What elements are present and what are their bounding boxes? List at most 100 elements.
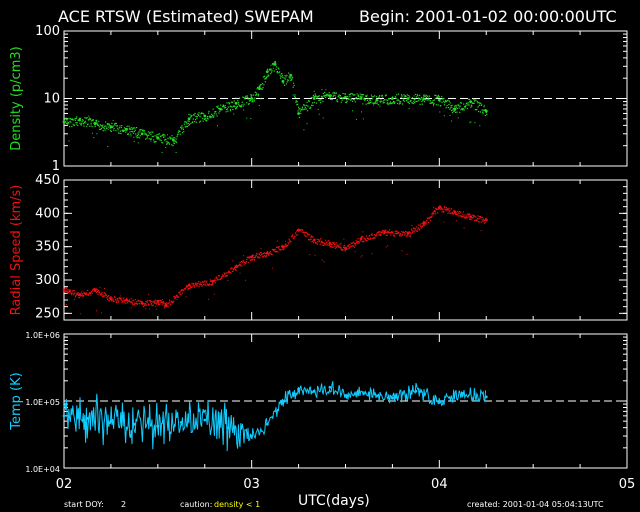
data-dot (410, 228, 413, 230)
data-dot (71, 294, 73, 296)
data-point (383, 230, 386, 234)
data-dot (186, 123, 188, 125)
data-dot (176, 134, 179, 136)
data-dot (183, 131, 185, 133)
data-dot (366, 240, 368, 242)
data-dot (267, 74, 269, 76)
data-dot (407, 101, 409, 103)
data-dot (443, 97, 445, 100)
data-dot (155, 303, 157, 305)
data-dot (334, 246, 336, 248)
data-dot (83, 125, 85, 127)
data-dot (252, 101, 254, 103)
data-dot (189, 123, 191, 125)
data-dot (352, 98, 355, 101)
data-dot (84, 120, 86, 122)
data-dot (98, 291, 100, 293)
data-dot (467, 102, 469, 104)
data-dot (213, 293, 215, 295)
data-dot (410, 234, 412, 236)
data-dot (333, 94, 335, 96)
data-dot (354, 94, 356, 96)
data-dot (229, 102, 231, 104)
data-dot (126, 125, 128, 127)
data-dot (192, 121, 194, 123)
data-dot (98, 292, 100, 294)
data-dot (365, 240, 367, 242)
data-dot (409, 231, 411, 234)
data-dot (370, 238, 372, 240)
data-dot (179, 133, 181, 135)
data-dot (215, 279, 217, 282)
data-point (461, 392, 465, 395)
data-dot (408, 102, 410, 104)
data-dot (432, 102, 434, 104)
series-speed (62, 205, 488, 320)
data-dot (72, 119, 74, 121)
data-dot (216, 277, 218, 279)
data-dot (191, 286, 193, 288)
data-dot (156, 134, 158, 136)
data-dot (91, 125, 93, 128)
data-dot (95, 288, 97, 290)
data-dot (246, 117, 248, 119)
data-dot (76, 292, 78, 294)
data-dot (361, 94, 363, 96)
data-dot (163, 319, 165, 320)
data-dot (137, 132, 139, 134)
data-dot (248, 100, 251, 102)
data-dot (425, 96, 427, 98)
data-dot (123, 130, 125, 132)
data-dot (225, 274, 227, 277)
data-dot (161, 141, 163, 144)
data-dot (246, 95, 248, 97)
data-dot (443, 211, 445, 213)
data-dot (473, 100, 476, 102)
data-dot (378, 230, 380, 232)
data-dot (335, 246, 337, 248)
data-dot (415, 226, 418, 228)
data-dot (445, 206, 447, 209)
data-dot (88, 118, 90, 121)
data-dot (88, 117, 90, 119)
data-dot (201, 112, 203, 114)
data-dot (429, 102, 431, 104)
data-dot (82, 123, 85, 125)
data-dot (367, 98, 369, 100)
data-dot (302, 229, 304, 231)
data-dot (351, 98, 353, 100)
data-dot (130, 301, 132, 303)
data-dot (195, 285, 197, 287)
data-dot (225, 107, 227, 109)
data-dot (411, 229, 413, 231)
data-dot (365, 95, 368, 98)
data-dot (434, 97, 436, 99)
data-dot (276, 250, 278, 252)
data-dot (347, 244, 350, 246)
data-dot (230, 268, 232, 270)
data-dot (239, 97, 241, 99)
data-dot (101, 125, 103, 127)
data-dot (463, 109, 465, 111)
data-dot (317, 241, 319, 243)
data-dot (213, 279, 215, 282)
data-dot (169, 304, 171, 306)
data-dot (123, 299, 125, 301)
data-dot (161, 134, 163, 137)
data-dot (253, 100, 256, 102)
data-dot (335, 92, 337, 94)
data-dot (380, 99, 382, 101)
data-dot (374, 95, 376, 97)
data-dot (280, 249, 282, 251)
data-dot (290, 79, 292, 82)
data-dot (163, 301, 165, 303)
data-dot (399, 233, 401, 235)
data-dot (460, 215, 462, 217)
data-dot (361, 255, 363, 257)
data-dot (215, 113, 217, 115)
data-dot (331, 244, 333, 246)
data-dot (459, 210, 461, 213)
data-dot (148, 138, 150, 140)
data-dot (117, 127, 119, 129)
